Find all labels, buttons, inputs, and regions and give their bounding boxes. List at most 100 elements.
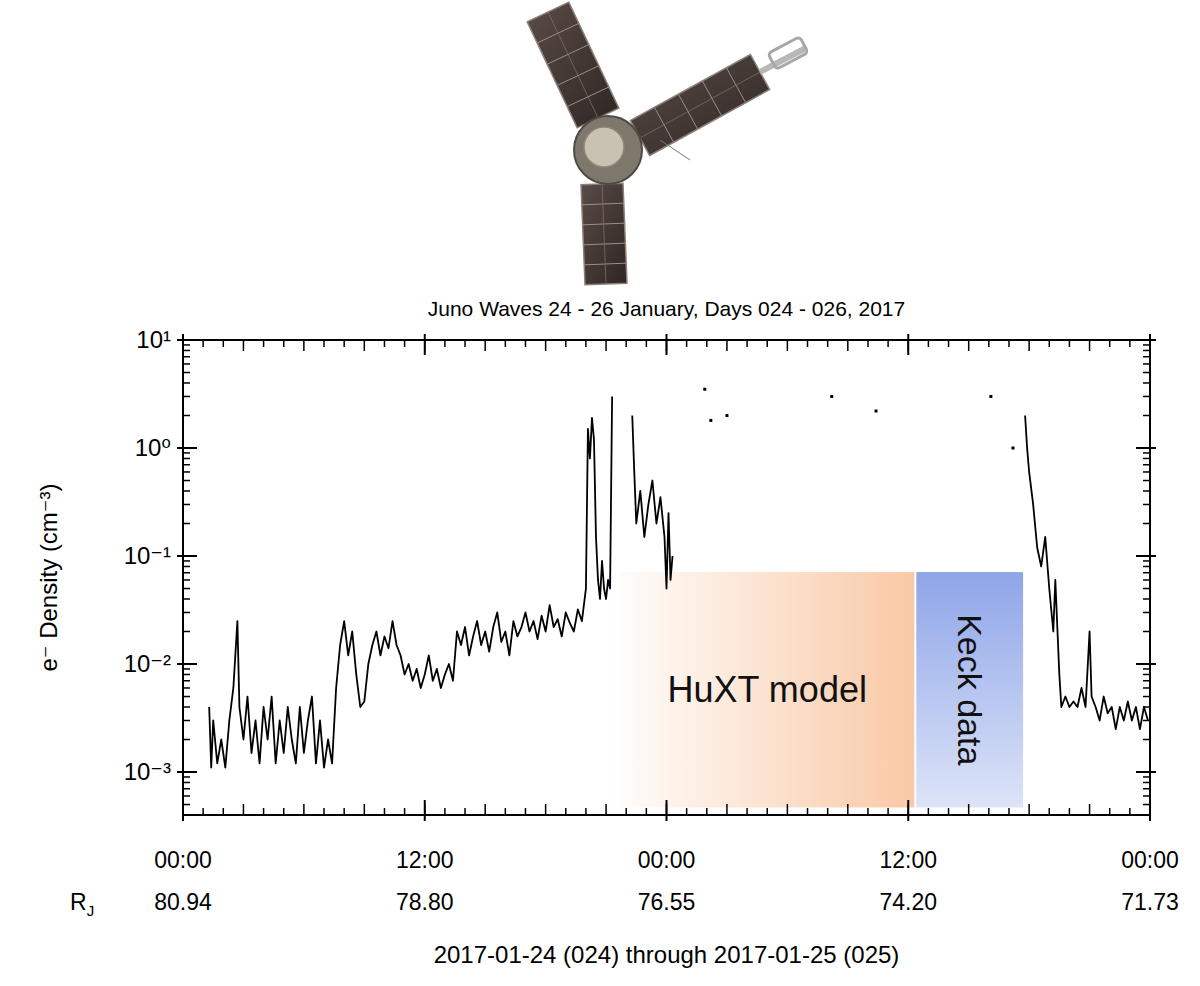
- density-line: [830, 395, 833, 398]
- y-tick-label: 10⁻³: [124, 758, 171, 785]
- y-minor-tick: [183, 415, 190, 417]
- x-minor-tick: [1089, 340, 1091, 351]
- y-minor-tick: [1143, 566, 1150, 568]
- y-tick: [1136, 339, 1150, 341]
- x-minor-tick: [343, 340, 345, 347]
- y-minor-tick: [183, 560, 190, 562]
- x-tick: [182, 334, 184, 355]
- x-tick: [424, 334, 426, 355]
- x-minor-tick: [384, 340, 386, 347]
- y-tick: [1150, 663, 1156, 665]
- density-line: [989, 395, 992, 398]
- x-minor-tick: [1008, 340, 1010, 347]
- y-minor-tick: [183, 350, 190, 352]
- density-line: [1012, 447, 1015, 450]
- chart: Juno Waves 24 - 26 January, Days 024 - 0…: [0, 0, 1200, 986]
- y-tick: [1150, 771, 1156, 773]
- x-minor-tick: [827, 340, 829, 347]
- x-minor-tick: [505, 808, 507, 815]
- y-minor-tick: [1143, 572, 1150, 574]
- x-minor-tick: [545, 340, 547, 351]
- y-minor-tick: [1143, 523, 1150, 525]
- y-minor-tick: [183, 687, 190, 689]
- x-minor-tick: [787, 804, 789, 815]
- x-minor-tick: [1069, 808, 1071, 815]
- y-tick: [1150, 447, 1156, 449]
- y-tick: [177, 555, 183, 557]
- solar-panel: [630, 54, 769, 155]
- y-minor-tick: [183, 471, 190, 473]
- x-minor-tick: [585, 808, 587, 815]
- x-minor-tick: [565, 808, 567, 815]
- x-minor-tick: [404, 808, 406, 815]
- x-minor-tick: [1109, 340, 1111, 347]
- y-minor-tick: [183, 458, 190, 460]
- density-line: [703, 388, 706, 391]
- y-tick: [177, 663, 183, 665]
- x-minor-tick: [444, 808, 446, 815]
- x-minor-tick: [968, 804, 970, 815]
- x-minor-tick: [625, 340, 627, 347]
- x-row-label: 78.80: [396, 889, 454, 915]
- x-minor-tick: [948, 808, 950, 815]
- y-minor-tick: [183, 782, 190, 784]
- density-line: [875, 410, 878, 413]
- x-minor-tick: [525, 340, 527, 347]
- x-minor-tick: [243, 340, 245, 351]
- axes: 10⁻³10⁻²10⁻¹10⁰10¹00:0080.9412:0078.8000…: [70, 326, 1179, 919]
- y-tick-label: 10⁻¹: [124, 542, 171, 569]
- y-minor-tick: [1143, 415, 1150, 417]
- y-minor-tick: [1143, 814, 1150, 816]
- y-minor-tick: [183, 706, 190, 708]
- y-tick: [183, 663, 197, 665]
- x-minor-tick: [988, 340, 990, 347]
- x-minor-tick: [766, 340, 768, 347]
- x-tick: [1149, 800, 1151, 821]
- x-minor-tick: [686, 808, 688, 815]
- y-minor-tick: [1143, 720, 1150, 722]
- panel-seam: [640, 72, 760, 138]
- x-minor-tick: [807, 340, 809, 347]
- y-tick: [183, 555, 197, 557]
- y-minor-tick: [1143, 706, 1150, 708]
- x-minor-tick: [303, 340, 305, 351]
- x-minor-tick: [283, 340, 285, 347]
- x-minor-tick: [726, 340, 728, 351]
- y-tick-label: 10¹: [136, 326, 171, 353]
- x-minor-tick: [867, 340, 869, 347]
- y-tick: [177, 447, 183, 449]
- x-minor-tick: [505, 340, 507, 347]
- density-line: [725, 414, 728, 417]
- x-minor-tick: [1109, 808, 1111, 815]
- x-minor-tick: [1129, 808, 1131, 815]
- magnetometer: [768, 37, 808, 70]
- y-minor-tick: [1143, 795, 1150, 797]
- x-minor-tick: [343, 808, 345, 815]
- y-minor-tick: [183, 598, 190, 600]
- x-minor-tick: [303, 804, 305, 815]
- x-minor-tick: [1049, 340, 1051, 347]
- y-minor-tick: [1143, 804, 1150, 806]
- x-minor-tick: [686, 340, 688, 347]
- y-minor-tick: [183, 739, 190, 741]
- x-minor-tick: [263, 340, 265, 347]
- x-tick-label: 00:00: [638, 847, 696, 873]
- x-minor-tick: [464, 808, 466, 815]
- x-minor-tick: [646, 808, 648, 815]
- y-minor-tick: [1143, 480, 1150, 482]
- y-minor-tick: [183, 480, 190, 482]
- x-minor-tick: [948, 340, 950, 347]
- y-minor-tick: [1143, 471, 1150, 473]
- y-minor-tick: [183, 579, 190, 581]
- x-minor-tick: [968, 340, 970, 351]
- y-minor-tick: [1143, 452, 1150, 454]
- y-minor-tick: [183, 452, 190, 454]
- density-line: [1025, 415, 1148, 729]
- density-line: [709, 419, 712, 422]
- plot-frame: [183, 340, 1150, 815]
- x-minor-tick: [1069, 340, 1071, 347]
- x-minor-tick: [263, 808, 265, 815]
- y-minor-tick: [183, 674, 190, 676]
- y-minor-tick: [1143, 776, 1150, 778]
- x-minor-tick: [323, 340, 325, 347]
